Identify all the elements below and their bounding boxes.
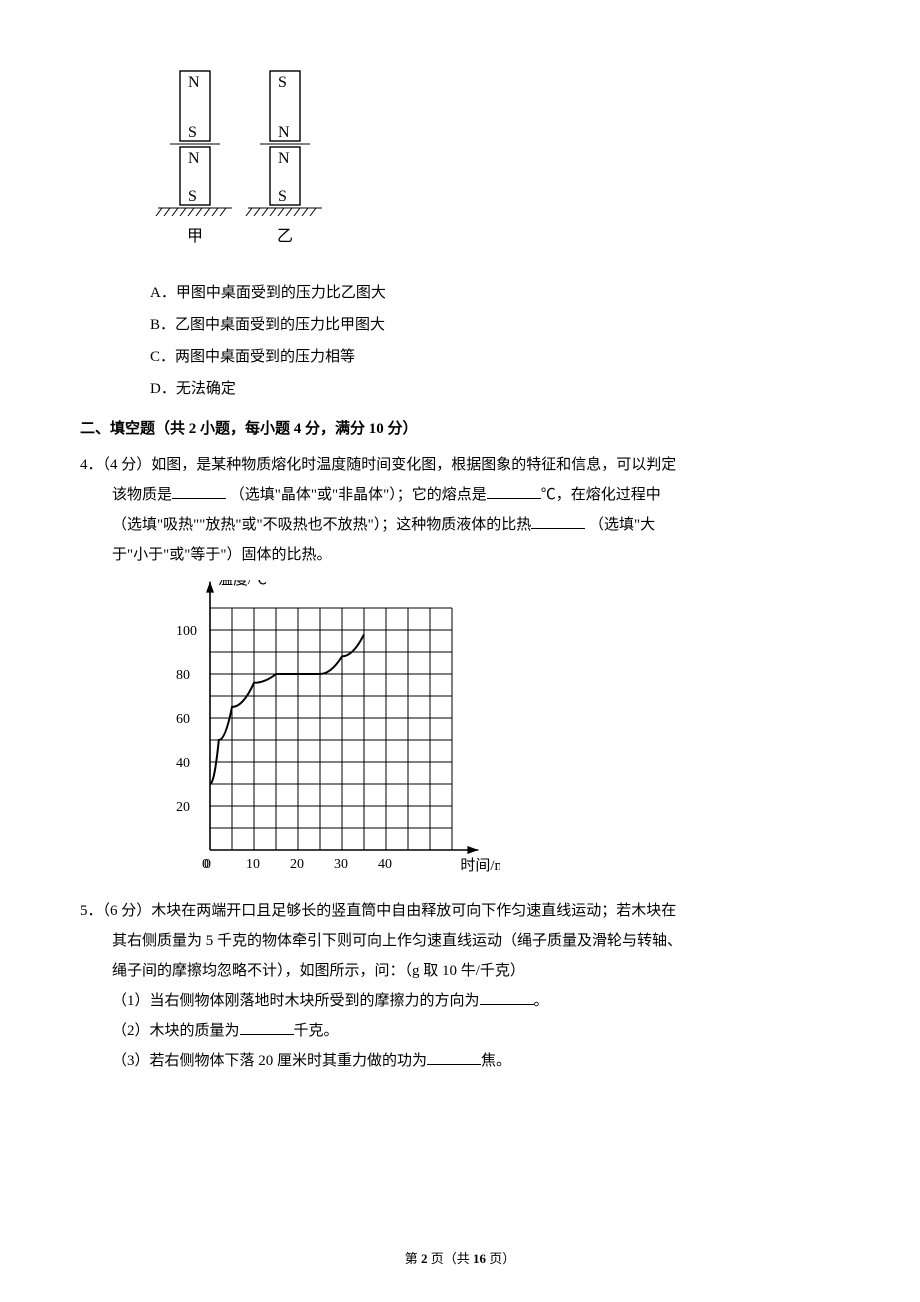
svg-text:温度/℃: 温度/℃ [218,580,267,588]
q5-line2: 其右侧质量为 5 千克的物体牵引下则可向上作匀速直线运动（绳子质量及滑轮与转轴、 [112,926,840,956]
svg-text:40: 40 [378,857,392,872]
option-a: A．甲图中桌面受到的压力比乙图大 [150,278,840,308]
svg-text:100: 100 [176,624,197,639]
option-d: D．无法确定 [150,374,840,404]
pole-s: S [278,188,287,205]
q4-line2b: （选填"晶体"或"非晶体"）；它的熔点是 [230,487,487,503]
q5-sub2a: （2）木块的质量为 [112,1023,240,1039]
blank-field[interactable] [487,483,541,499]
option-b: B．乙图中桌面受到的压力比甲图大 [150,310,840,340]
table-hatch-right [246,208,322,216]
question-5: 5．（6 分）木块在两端开口且足够长的竖直筒中自由释放可向下作匀速直线运动；若木… [80,896,840,1076]
svg-text:20: 20 [290,857,304,872]
pole-s: S [188,188,197,205]
footer-suffix: 页） [486,1251,515,1266]
q5-line3: 绳子间的摩擦均忽略不计），如图所示，问：（g 取 10 牛/千克） [112,956,840,986]
option-c: C．两图中桌面受到的压力相等 [150,342,840,372]
svg-text:60: 60 [176,712,190,727]
blank-field[interactable] [531,513,585,529]
blank-field[interactable] [172,483,226,499]
question-4: 4．（4 分）如图，是某种物质熔化时温度随时间变化图，根据图象的特征和信息，可以… [80,450,840,570]
blank-field[interactable] [480,989,534,1005]
q5-sub3b: 焦。 [481,1053,511,1069]
q3-options: A．甲图中桌面受到的压力比乙图大 B．乙图中桌面受到的压力比甲图大 C．两图中桌… [150,278,840,404]
q4-line2c: ℃，在熔化过程中 [541,487,661,503]
q4-line3b: （选填"大 [589,517,655,533]
melting-chart: 010203040020406080100温度/℃时间/min [140,580,840,880]
q4-line1: 4．（4 分）如图，是某种物质熔化时温度随时间变化图，根据图象的特征和信息，可以… [80,450,840,480]
q5-sub2b: 千克。 [294,1023,339,1039]
table-hatch-left [156,208,232,216]
pole-n: N [278,124,290,141]
footer-prefix: 第 [405,1251,421,1266]
q5-sub1a: （1）当右侧物体刚落地时木块所受到的摩擦力的方向为 [112,993,480,1009]
blank-field[interactable] [427,1049,481,1065]
q5-line1: 5．（6 分）木块在两端开口且足够长的竖直筒中自由释放可向下作匀速直线运动；若木… [80,896,840,926]
q5-sub3a: （3）若右侧物体下落 20 厘米时其重力做的功为 [112,1053,427,1069]
svg-text:40: 40 [176,756,190,771]
svg-text:30: 30 [334,857,348,872]
svg-text:时间/min: 时间/min [460,857,500,874]
pole-n: N [188,150,200,167]
q4-line3: （选填"吸热""放热"或"不吸热也不放热"）；这种物质液体的比热 [112,517,531,533]
q4-line4: 于"小于"或"等于"）固体的比热。 [112,540,840,570]
page-footer: 第 2 页（共 16 页） [0,1246,920,1272]
magnet-left-label: 甲 [187,228,203,245]
svg-text:10: 10 [246,857,260,872]
pole-n: N [278,150,290,167]
pole-n: N [188,74,200,91]
svg-text:80: 80 [176,668,190,683]
section-2-header: 二、填空题（共 2 小题，每小题 4 分，满分 10 分） [80,414,840,444]
q5-sub1b: 。 [534,993,549,1009]
footer-mid: 页（共 [427,1251,473,1266]
footer-total: 16 [473,1251,486,1266]
pole-s: S [278,74,287,91]
magnet-diagram: N S N S 甲 [150,66,840,266]
magnet-right-label: 乙 [277,228,293,245]
pole-s: S [188,124,197,141]
svg-text:20: 20 [176,800,190,815]
q4-line2a: 该物质是 [112,487,172,503]
blank-field[interactable] [240,1019,294,1035]
svg-text:0: 0 [204,857,211,872]
